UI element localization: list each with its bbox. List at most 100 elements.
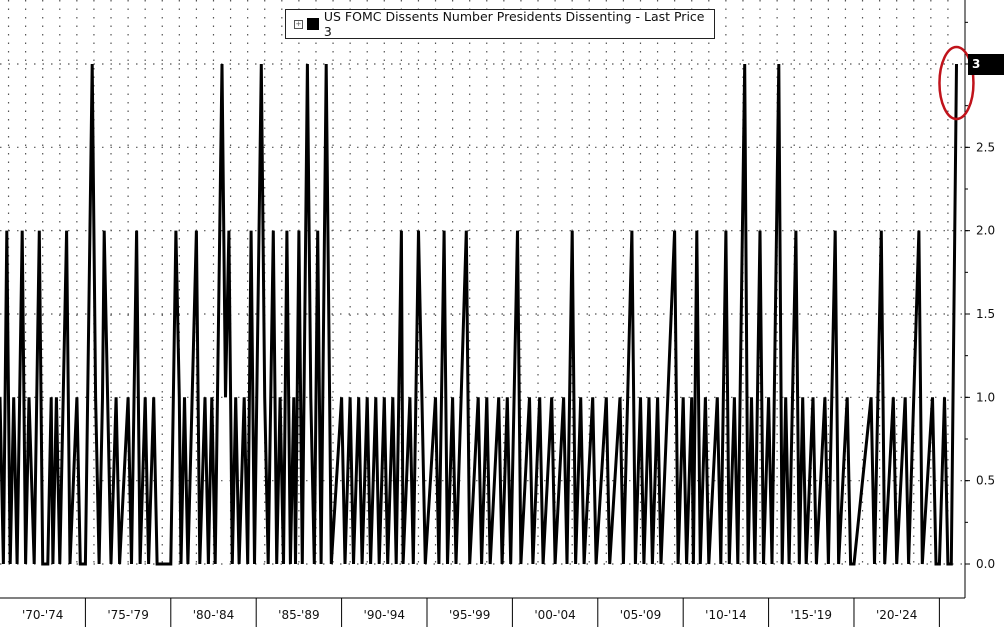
data-point <box>768 396 770 398</box>
data-point <box>904 396 906 398</box>
data-point <box>378 563 380 565</box>
data-point <box>580 396 582 398</box>
data-point <box>827 563 829 565</box>
data-point <box>870 396 872 398</box>
data-point <box>289 563 291 565</box>
data-point <box>737 563 739 565</box>
data-point <box>283 563 285 565</box>
data-point <box>330 563 332 565</box>
data-point <box>361 563 363 565</box>
data-point <box>918 230 920 232</box>
data-point <box>139 563 141 565</box>
data-point <box>264 396 266 398</box>
data-point <box>329 396 331 398</box>
data-point <box>465 230 467 232</box>
data-point <box>798 563 800 565</box>
data-point <box>517 230 519 232</box>
data-point <box>66 230 68 232</box>
data-point <box>107 396 109 398</box>
data-point <box>639 396 641 398</box>
data-point <box>272 230 274 232</box>
data-point <box>38 230 40 232</box>
data-point <box>417 230 419 232</box>
data-point <box>896 563 898 565</box>
legend-expand-icon[interactable]: + <box>294 19 303 29</box>
x-tick-label: '00-'04 <box>534 608 575 622</box>
data-point <box>79 563 81 565</box>
data-point <box>477 396 479 398</box>
data-point <box>195 230 197 232</box>
data-point <box>101 396 103 398</box>
data-point <box>498 396 500 398</box>
data-point <box>9 563 11 565</box>
x-tick-label: '20-'24 <box>876 608 917 622</box>
data-point <box>310 396 312 398</box>
data-point <box>677 563 679 565</box>
x-tick-label: '90-'94 <box>364 608 405 622</box>
x-tick-label: '70-'74 <box>22 608 63 622</box>
data-point <box>708 563 710 565</box>
data-point <box>358 396 360 398</box>
data-point <box>47 563 49 565</box>
y-tick-label: 0.0 <box>976 557 995 571</box>
data-point <box>306 63 308 65</box>
data-point <box>2 563 4 565</box>
data-point <box>395 563 397 565</box>
x-tick-label: '85-'89 <box>278 608 319 622</box>
data-point <box>880 230 882 232</box>
y-tick-label: 0.5 <box>976 474 995 488</box>
data-point <box>260 63 262 65</box>
data-point <box>539 396 541 398</box>
data-point <box>469 563 471 565</box>
data-point <box>657 396 659 398</box>
y-tick-label: 2.0 <box>976 224 995 238</box>
data-point <box>583 563 585 565</box>
data-point <box>551 396 553 398</box>
data-point <box>834 230 836 232</box>
data-point <box>115 396 117 398</box>
data-point <box>771 563 773 565</box>
data-point <box>349 396 351 398</box>
data-point <box>443 230 445 232</box>
data-point <box>566 563 568 565</box>
data-point <box>944 396 946 398</box>
data-point <box>25 563 27 565</box>
data-point <box>595 563 597 565</box>
data-point <box>235 396 237 398</box>
data-point <box>692 563 694 565</box>
data-point <box>520 563 522 565</box>
data-point <box>55 396 57 398</box>
data-point <box>144 396 146 398</box>
last-value-badge: 3 <box>968 54 1004 75</box>
data-point <box>955 63 957 65</box>
data-point <box>221 63 223 65</box>
data-point <box>6 230 8 232</box>
data-point <box>950 563 952 565</box>
series-line <box>0 63 958 566</box>
data-point <box>682 396 684 398</box>
data-point <box>211 396 213 398</box>
y-tick-label: 2.5 <box>976 140 995 154</box>
data-point <box>175 230 177 232</box>
data-point <box>720 563 722 565</box>
data-point <box>532 563 534 565</box>
data-point <box>98 563 100 565</box>
data-point <box>84 563 86 565</box>
data-point <box>383 396 385 398</box>
data-point <box>686 563 688 565</box>
data-point <box>76 396 78 398</box>
data-point <box>592 396 594 398</box>
data-point <box>452 396 454 398</box>
data-point <box>747 563 749 565</box>
data-point <box>199 563 201 565</box>
data-point <box>846 396 848 398</box>
data-point <box>785 396 787 398</box>
data-point <box>52 563 54 565</box>
data-point <box>506 396 508 398</box>
data-point <box>815 563 817 565</box>
data-point <box>253 563 255 565</box>
data-point <box>805 563 807 565</box>
data-point <box>301 563 303 565</box>
